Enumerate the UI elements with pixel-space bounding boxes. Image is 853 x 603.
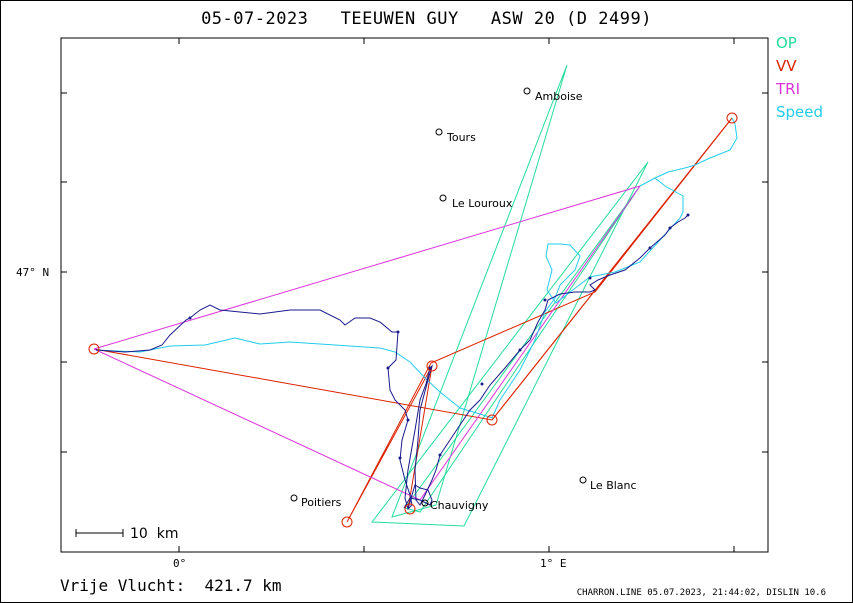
legend-op: OP — [776, 34, 797, 52]
file-stamp: CHARRON.LINE 05.07.2023, 21:44:02, DISLI… — [576, 588, 826, 598]
y-tick-label-47n: 47° N — [16, 266, 49, 279]
scale-bar — [75, 529, 124, 537]
flight-title: 05-07-2023 TEEUWEN GUY ASW 20 (D 2499) — [201, 9, 652, 29]
town-marker-tours — [435, 128, 443, 136]
turnpoint-northeast — [726, 112, 738, 124]
x-tick-label-0: 0° — [173, 557, 186, 570]
tri-route — [93, 185, 642, 501]
op-route — [371, 64, 649, 527]
town-label-tours: Tours — [446, 131, 476, 144]
town-markers — [290, 87, 587, 507]
turnpoint-markers — [88, 112, 738, 528]
scale-bar-label: 10 km — [130, 526, 178, 542]
town-label-poitiers: Poitiers — [301, 496, 342, 509]
town-marker-amboise — [523, 87, 531, 95]
turnpoint-south — [341, 516, 353, 528]
speed-trace — [95, 117, 738, 419]
town-label-le-louroux: Le Louroux — [452, 197, 513, 210]
town-marker-poitiers — [290, 494, 298, 502]
flight-track — [95, 214, 689, 510]
town-label-chauvigny: Chauvigny — [430, 499, 489, 512]
track-dots — [188, 213, 690, 460]
plot-border — [60, 37, 769, 553]
turnpoint-east — [486, 414, 498, 426]
x-tick-label-1e: 1° E — [540, 557, 567, 570]
town-label-amboise: Amboise — [535, 90, 583, 103]
legend-speed: Speed — [776, 103, 824, 121]
town-marker-le-blanc — [579, 476, 587, 484]
turnpoint-start — [404, 503, 416, 515]
free-flight-distance: Vrije Vlucht: 421.7 km — [60, 576, 282, 595]
turnpoint-west — [88, 343, 100, 355]
tick-marks — [61, 38, 768, 552]
legend-tri: TRI — [776, 80, 801, 98]
legend-vv: VV — [776, 57, 797, 75]
town-marker-chauvigny — [421, 499, 429, 507]
town-label-le-blanc: Le Blanc — [590, 479, 637, 492]
town-marker-le-louroux — [439, 194, 447, 202]
turnpoint-north — [426, 360, 438, 372]
vv-route — [93, 117, 733, 523]
